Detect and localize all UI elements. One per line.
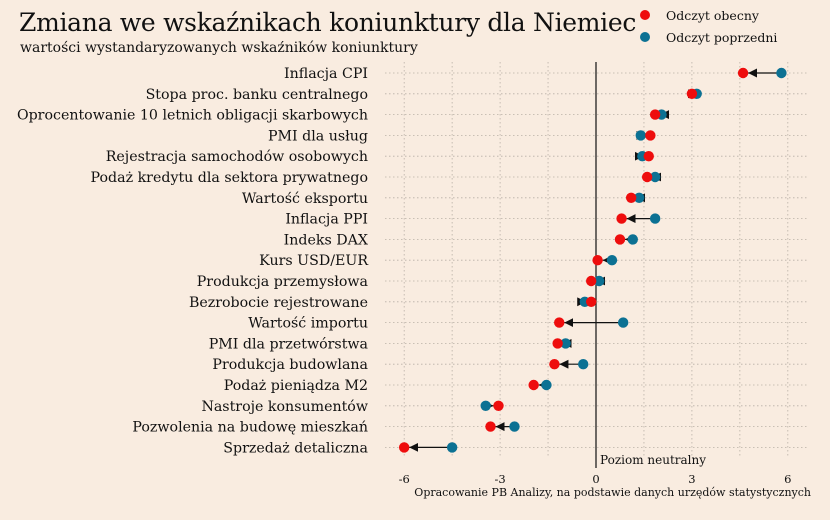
legend-item-current: Odczyt obecny <box>636 4 777 26</box>
current-point <box>493 400 504 411</box>
category-label: Sprzedaż detaliczna <box>223 440 368 456</box>
current-point <box>398 442 410 453</box>
category-label: Inflacja PPI <box>285 212 368 228</box>
x-tick-label: -3 <box>494 472 505 486</box>
x-tick-label: 0 <box>592 472 599 486</box>
previous-point <box>480 400 491 411</box>
category-label: Nastroje konsumentów <box>201 399 368 415</box>
current-point <box>616 213 627 224</box>
current-point <box>643 151 654 162</box>
category-label: Wartość eksportu <box>242 191 368 207</box>
category-label: Stopa proc. banku centralnego <box>146 87 368 103</box>
legend: Odczyt obecny Odczyt poprzedni <box>636 4 777 48</box>
previous-point <box>593 275 605 287</box>
category-label: Wartość importu <box>248 316 368 332</box>
legend-marker-previous <box>640 32 650 42</box>
x-axis: -6 -3 0 3 6 <box>399 472 792 486</box>
previous-point <box>635 130 646 141</box>
category-label: Inflacja CPI <box>284 66 368 82</box>
current-point <box>649 109 661 120</box>
x-tick-label: 3 <box>688 472 695 486</box>
previous-point <box>578 359 589 370</box>
category-label: Bezrobocie rejestrowane <box>189 295 368 311</box>
previous-point <box>633 192 645 203</box>
current-point <box>625 192 637 203</box>
previous-point <box>617 317 629 328</box>
legend-label-previous: Odczyt poprzedni <box>666 29 778 45</box>
current-point <box>614 234 626 245</box>
current-point <box>592 255 603 266</box>
legend-label-current: Odczyt obecny <box>666 7 759 23</box>
current-point <box>586 275 597 287</box>
current-point <box>641 171 653 183</box>
category-label: Kurs USD/EUR <box>259 253 369 269</box>
previous-point <box>560 338 571 349</box>
category-label: PMI dla usług <box>268 128 368 144</box>
current-point <box>645 130 656 141</box>
previous-point <box>649 213 661 224</box>
category-label: Produkcja przemysłowa <box>197 274 369 290</box>
current-point <box>554 317 565 328</box>
current-point <box>485 421 496 432</box>
data-points <box>398 67 787 453</box>
category-label: Pozwolenia na budowę mieszkań <box>132 420 368 436</box>
category-label: Rejestracja samochodów osobowych <box>106 149 368 165</box>
current-point <box>549 359 560 370</box>
x-tick-label: 6 <box>784 472 791 486</box>
previous-point <box>776 67 787 79</box>
previous-point <box>541 379 552 391</box>
neutral-reference-label: Poziom neutralny <box>600 453 706 467</box>
x-tick-label: -6 <box>399 472 410 486</box>
previous-point <box>627 234 638 245</box>
current-point <box>552 338 563 349</box>
legend-item-previous: Odczyt poprzedni <box>636 26 777 48</box>
chart-subtitle: wartości wystandaryzowanych wskaźników k… <box>20 40 418 56</box>
current-point <box>586 296 597 307</box>
chart-title: Zmiana we wskaźnikach koniunktury dla Ni… <box>19 8 637 37</box>
previous-point <box>509 421 520 432</box>
current-point <box>686 88 698 100</box>
category-label: Indeks DAX <box>284 232 369 248</box>
category-labels: Inflacja CPI Stopa proc. banku centralneg… <box>17 66 369 456</box>
previous-point <box>446 442 458 453</box>
previous-point <box>649 171 661 183</box>
category-label: Podaż kredytu dla sektora prywatnego <box>91 170 368 186</box>
source-note: Opracowanie PB Analizy, na podstawie dan… <box>414 486 811 499</box>
current-point <box>528 379 539 391</box>
category-label: Oprocentowanie 10 letnich obligacji skar… <box>17 108 368 124</box>
category-label: Produkcja budowlana <box>212 357 368 373</box>
legend-marker-current <box>640 10 650 20</box>
category-label: PMI dla przetwórstwa <box>209 336 369 352</box>
category-label: Podaż pieniądza M2 <box>224 378 368 394</box>
current-point <box>737 67 749 79</box>
previous-point <box>606 255 618 266</box>
